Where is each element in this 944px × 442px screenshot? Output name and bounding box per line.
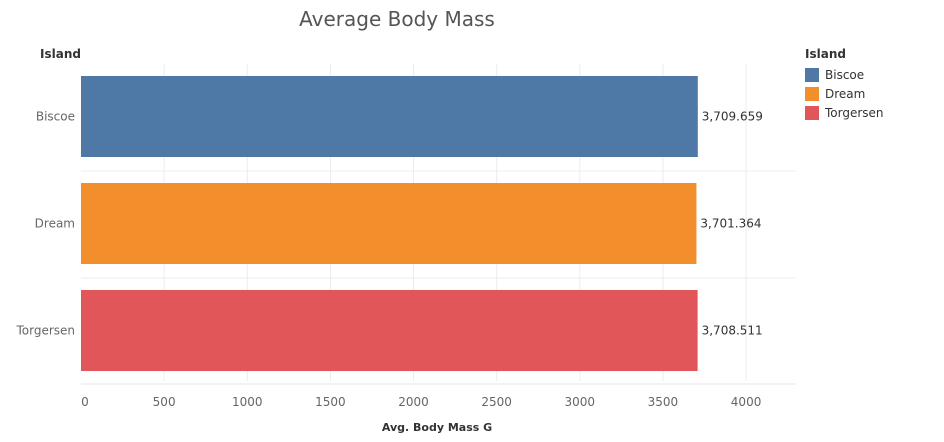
bar-biscoe <box>81 76 698 157</box>
bar-torgersen <box>81 290 698 371</box>
legend-swatch <box>805 67 819 82</box>
legend-item-dream[interactable]: Dream <box>805 84 884 103</box>
legend-swatch <box>805 105 819 120</box>
value-label: 3,709.659 <box>702 110 763 124</box>
x-tick-label: 4000 <box>731 395 762 409</box>
category-label: Biscoe <box>36 110 75 124</box>
category-label: Dream <box>35 217 75 231</box>
value-label: 3,708.511 <box>702 324 763 338</box>
x-tick-label: 0 <box>81 395 89 409</box>
legend-label: Biscoe <box>825 67 865 82</box>
x-tick-label: 3500 <box>648 395 679 409</box>
x-tick-label: 1000 <box>232 395 263 409</box>
x-tick-label: 1500 <box>315 395 346 409</box>
legend: Island Biscoe Dream Torgersen <box>805 47 884 122</box>
value-label: 3,701.364 <box>700 217 761 231</box>
legend-title: Island <box>805 47 846 61</box>
x-axis-title: Avg. Body Mass G <box>382 421 492 434</box>
x-axis: 0 500 1000 1500 2000 2500 3000 3500 4000 Avg. Bod… <box>81 383 796 434</box>
x-tick-label: 2500 <box>481 395 512 409</box>
x-tick-label: 3000 <box>565 395 596 409</box>
row-header: Island <box>40 47 81 61</box>
legend-label: Torgersen <box>825 105 884 120</box>
category-labels: Biscoe Dream Torgersen <box>15 110 75 338</box>
value-labels: 3,709.659 3,701.364 3,708.511 <box>700 110 762 338</box>
legend-item-biscoe[interactable]: Biscoe <box>805 65 884 84</box>
x-tick-label: 2000 <box>398 395 429 409</box>
bars <box>81 76 698 371</box>
x-tick-label: 500 <box>153 395 176 409</box>
bar-dream <box>81 183 697 264</box>
category-label: Torgersen <box>15 324 75 338</box>
legend-label: Dream <box>825 86 866 101</box>
legend-item-torgersen[interactable]: Torgersen <box>805 103 884 122</box>
legend-swatch <box>805 86 819 101</box>
chart-title: Average Body Mass <box>299 7 495 31</box>
